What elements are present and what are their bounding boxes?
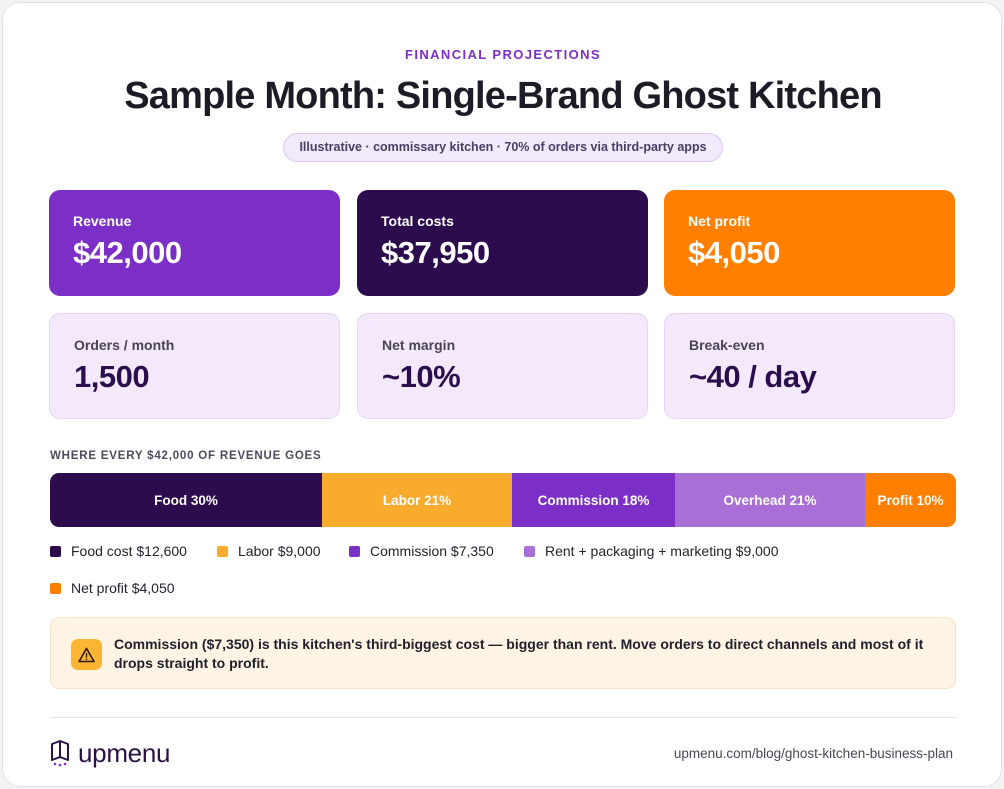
- subtitle-pill: Illustrative · commissary kitchen · 70% …: [283, 133, 723, 162]
- brand-name: upmenu: [78, 738, 171, 768]
- stat-value: $37,950: [381, 235, 490, 270]
- legend-swatch: [50, 545, 61, 557]
- segment-label: Overhead 21%: [723, 492, 817, 508]
- upmenu-logo: upmenu: [50, 738, 170, 769]
- legend-item: Rent + packaging + marketing $9,000: [524, 543, 779, 559]
- stacked-bar-chart: Food 30% Labor 21% Commission 18% Overhead …: [50, 473, 956, 527]
- legend-label: Net profit $4,050: [71, 580, 175, 596]
- legend-item: Food cost $12,600: [50, 543, 187, 559]
- upmenu-logo-icon: [51, 739, 69, 766]
- stat-label: Net margin: [382, 337, 456, 353]
- page-title: Sample Month: Single-Brand Ghost Kitchen: [124, 75, 882, 117]
- stat-label: Net profit: [688, 213, 751, 229]
- stat-value: 1,500: [74, 359, 150, 394]
- commission-callout: Commission ($7,350) is this kitchen's th…: [50, 617, 956, 689]
- segment-label: Labor 21%: [382, 492, 452, 508]
- stat-value: ~40 / day: [689, 359, 817, 394]
- stat-value: $42,000: [73, 235, 182, 270]
- legend-label: Food cost $12,600: [71, 543, 187, 559]
- stat-label: Break-even: [689, 337, 765, 353]
- bar-segment-food: Food 30%: [50, 473, 322, 527]
- legend-item: Commission $7,350: [349, 543, 494, 559]
- stat-label: Revenue: [73, 213, 132, 229]
- legend-swatch: [524, 545, 535, 557]
- eyebrow-label: FINANCIAL PROJECTIONS: [404, 47, 601, 62]
- legend-label: Rent + packaging + marketing $9,000: [545, 543, 779, 559]
- legend-item: Net profit $4,050: [50, 580, 175, 596]
- callout-text: Commission ($7,350) is this kitchen's th…: [114, 636, 924, 671]
- legend-swatch: [217, 545, 228, 557]
- bar-segment-labor: Labor 21%: [322, 473, 512, 527]
- stat-card-net-margin: Net margin ~10%: [357, 313, 648, 419]
- stat-card-revenue: Revenue $42,000: [49, 190, 340, 296]
- bar-segment-commission: Commission 18%: [512, 473, 675, 527]
- stat-label: Total costs: [381, 213, 454, 229]
- stat-card-total-costs: Total costs $37,950: [357, 190, 648, 296]
- legend-label: Commission $7,350: [370, 543, 494, 559]
- stat-label: Orders / month: [74, 337, 175, 353]
- legend-swatch: [349, 545, 360, 557]
- stat-value: ~10%: [382, 359, 461, 394]
- segment-label: Food 30%: [154, 492, 218, 508]
- segment-label: Commission 18%: [537, 492, 650, 508]
- chart-title: WHERE EVERY $42,000 OF REVENUE GOES: [50, 450, 322, 462]
- bar-segment-overhead: Overhead 21%: [675, 473, 865, 527]
- stat-value: $4,050: [688, 235, 780, 270]
- bar-segment-profit: Profit 10%: [865, 473, 956, 527]
- stat-card-orders: Orders / month 1,500: [49, 313, 340, 419]
- source-url[interactable]: upmenu.com/blog/ghost-kitchen-business-p…: [673, 746, 953, 761]
- stat-card-net-profit: Net profit $4,050: [664, 190, 955, 296]
- warning-icon: [71, 639, 102, 670]
- footer-divider: [50, 717, 956, 718]
- stat-card-break-even: Break-even ~40 / day: [664, 313, 955, 419]
- legend-swatch: [50, 582, 61, 594]
- segment-label: Profit 10%: [877, 492, 944, 508]
- legend-item: Labor $9,000: [217, 543, 321, 559]
- legend-label: Labor $9,000: [238, 543, 321, 559]
